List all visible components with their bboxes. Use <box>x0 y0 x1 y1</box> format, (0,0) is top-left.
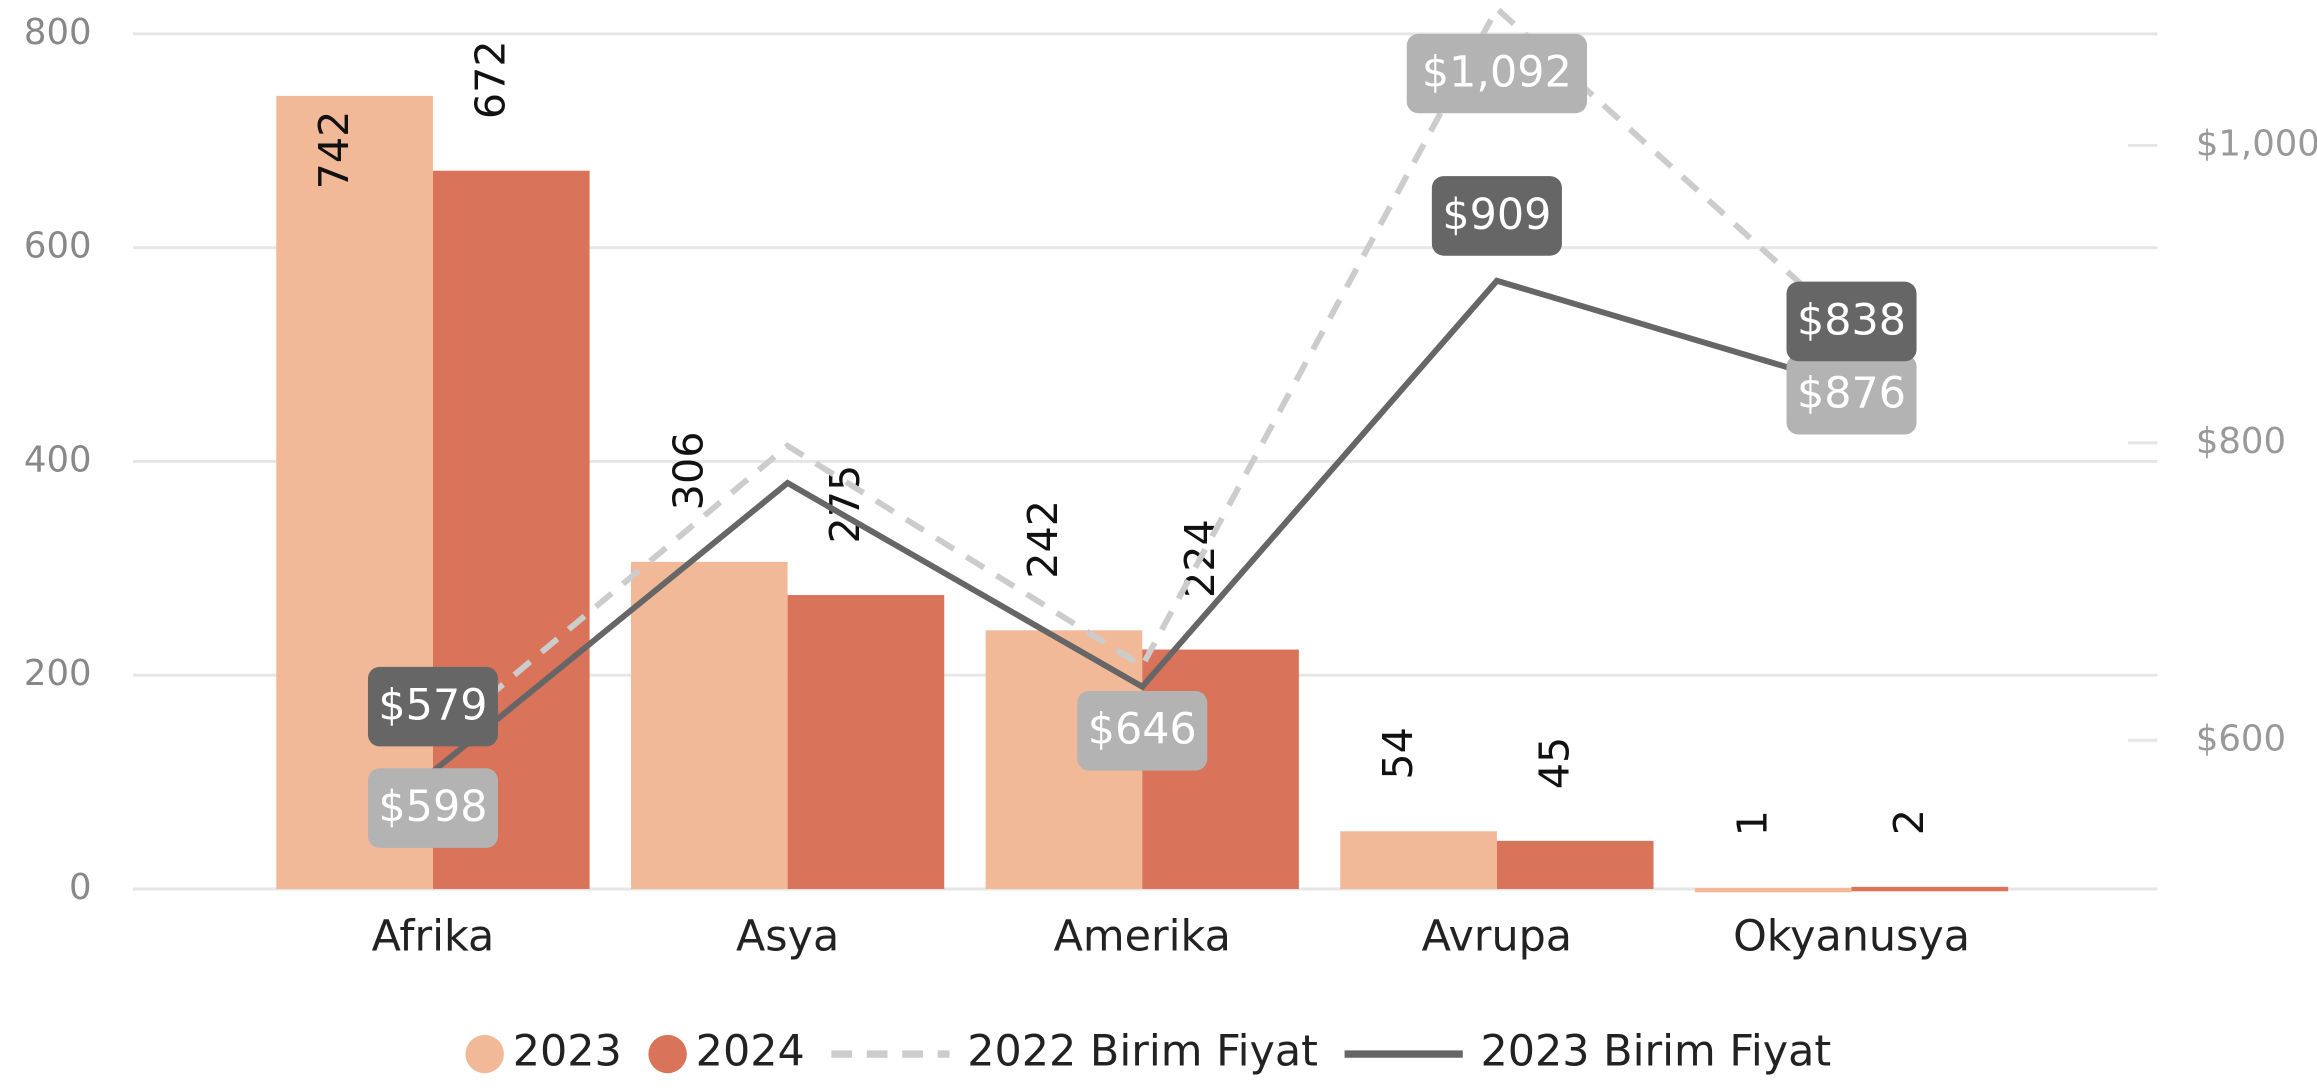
x-tick-label: Avrupa <box>1422 912 1572 962</box>
legend-label: 2024 <box>696 1027 805 1077</box>
legend-label: 2022 Birim Fiyat <box>967 1027 1318 1077</box>
line-value-label: $646 <box>1088 705 1197 755</box>
value-label-box <box>1077 690 1208 771</box>
bar-value-label: 2 <box>1885 809 1933 835</box>
bar-value-label: 742 <box>310 111 358 190</box>
bar <box>1496 840 1654 889</box>
line-value-label: $1,092 <box>1422 48 1572 98</box>
legend-key <box>465 1034 504 1074</box>
x-tick-label: Amerika <box>1054 912 1231 962</box>
y-tick-label: 600 <box>24 226 92 267</box>
bar-value-label: 45 <box>1530 737 1578 790</box>
value-label-box <box>1786 281 1917 362</box>
value-label-box <box>1431 176 1562 256</box>
bar-value-label: 54 <box>1374 727 1422 780</box>
y2-tick-label: $600 <box>2196 718 2286 759</box>
bar <box>1694 887 1852 893</box>
line-value-label: $876 <box>1797 369 1906 419</box>
bar-value-label: 306 <box>665 432 713 511</box>
value-label-box <box>367 666 498 747</box>
y-tick-label: 0 <box>69 867 92 908</box>
line-value-label: $909 <box>1442 190 1551 240</box>
bar-value-label: 242 <box>1019 500 1067 579</box>
line-value-label: $838 <box>1797 295 1906 345</box>
legend-key <box>648 1034 687 1074</box>
value-label-box <box>1786 354 1917 435</box>
line-value-label: $579 <box>378 681 487 731</box>
y-tick-label: 800 <box>24 12 92 53</box>
y-tick-label: 200 <box>24 653 92 694</box>
bar <box>1340 831 1497 889</box>
bar <box>787 595 945 889</box>
y-tick-label: 400 <box>24 439 92 480</box>
bar-value-label: 1 <box>1728 810 1776 836</box>
value-label-box <box>367 768 498 848</box>
bar <box>1851 886 2009 892</box>
y2-tick-label: $1,000 <box>2196 123 2317 164</box>
line-series <box>431 277 1853 774</box>
y2-tick-label: $800 <box>2196 421 2286 462</box>
bar <box>276 95 433 889</box>
x-tick-label: Asya <box>736 912 839 962</box>
x-tick-label: Okyanusya <box>1733 912 1970 962</box>
legend-label: 2023 <box>513 1027 622 1077</box>
bar <box>630 561 788 889</box>
bar-value-label: 672 <box>467 40 515 119</box>
line-series <box>431 3 1854 746</box>
legend-label: 2023 Birim Fiyat <box>1481 1027 1832 1077</box>
value-label-box <box>1406 33 1588 114</box>
x-tick-label: Afrika <box>372 912 495 962</box>
line-value-label: $598 <box>378 782 487 832</box>
